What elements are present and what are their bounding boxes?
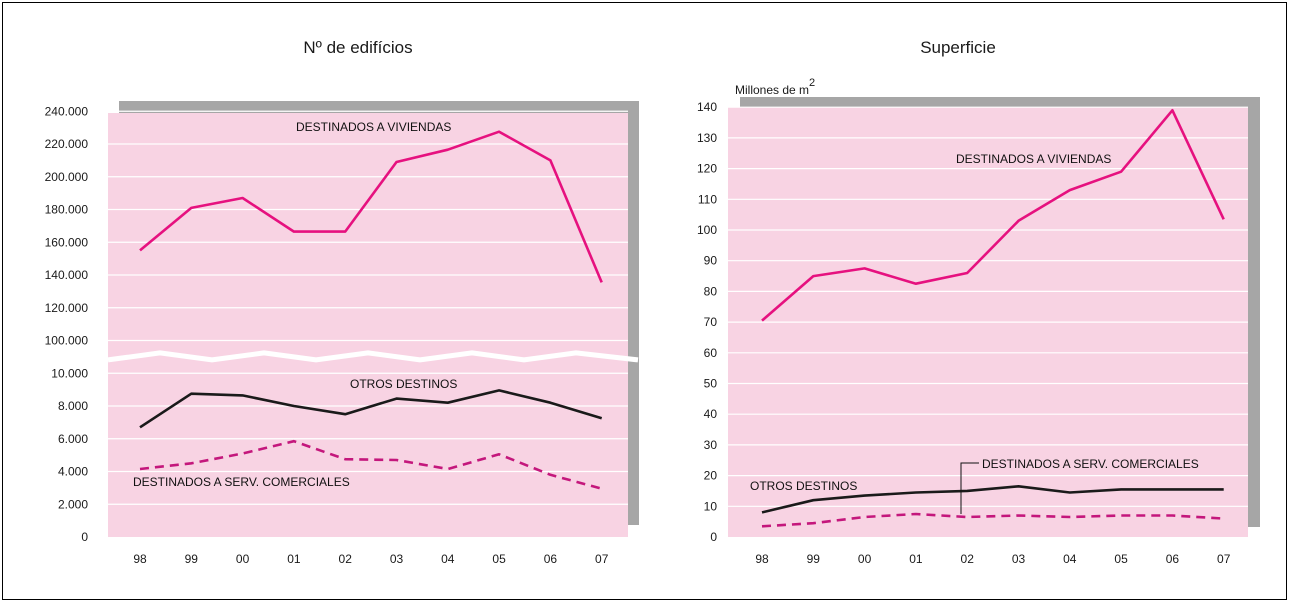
y-tick-label: 160.000 bbox=[45, 235, 89, 249]
y-tick-label: 80 bbox=[704, 284, 718, 298]
y-tick-label: 140 bbox=[697, 100, 717, 114]
series-label-comerciales: DESTINADOS A SERV. COMERCIALES bbox=[982, 457, 1199, 471]
y-tick-label: 10.000 bbox=[51, 366, 88, 380]
x-tick-label: 01 bbox=[909, 552, 923, 566]
y-tick-label: 90 bbox=[704, 254, 718, 268]
y-tick-label: 180.000 bbox=[45, 203, 89, 217]
y-tick-label: 50 bbox=[704, 377, 718, 391]
chart-superficie: Superficie Millones de m2 01020304050607… bbox=[697, 38, 1260, 566]
y-tick-label: 10 bbox=[704, 499, 718, 513]
series-label-otros: OTROS DESTINOS bbox=[350, 377, 457, 391]
chart-edificios: Nº de edifícios 0 2.000 4.000 6.000 8.000 10.… bbox=[45, 38, 639, 566]
y-tick-label: 120.000 bbox=[45, 301, 89, 315]
y-tick-label: 20 bbox=[704, 469, 718, 483]
y-tick-label: 130 bbox=[697, 131, 717, 145]
y-tick-label: 100.000 bbox=[45, 334, 89, 348]
x-tick-label: 98 bbox=[133, 552, 147, 566]
x-tick-label: 02 bbox=[339, 552, 353, 566]
x-tick-label: 99 bbox=[807, 552, 821, 566]
series-line bbox=[139, 439, 603, 490]
y-tick-label: 0 bbox=[81, 530, 88, 544]
series-line bbox=[761, 109, 1225, 322]
y-tick-label: 70 bbox=[704, 315, 718, 329]
x-tick-label: 99 bbox=[185, 552, 199, 566]
x-tick-label: 05 bbox=[492, 552, 506, 566]
x-tick-label: 04 bbox=[441, 552, 455, 566]
y-tick-label: 220.000 bbox=[45, 137, 89, 151]
x-tick-label: 02 bbox=[961, 552, 975, 566]
y-axis-label: Millones de m2 bbox=[735, 77, 815, 97]
x-tick-label: 07 bbox=[595, 552, 609, 566]
y-axis-label-superscript: 2 bbox=[809, 77, 815, 89]
series-line bbox=[139, 389, 603, 429]
x-tick-label: 98 bbox=[755, 552, 769, 566]
y-tick-label: 30 bbox=[704, 438, 718, 452]
series-label-comerciales: DESTINADOS A SERV. COMERCIALES bbox=[133, 475, 350, 489]
y-tick-label: 40 bbox=[704, 407, 718, 421]
y-tick-label: 110 bbox=[698, 192, 717, 206]
series-line bbox=[139, 130, 603, 283]
y-tick-label: 2.000 bbox=[58, 497, 88, 511]
series-label-viviendas: DESTINADOS A VIVIENDAS bbox=[296, 120, 451, 134]
x-tick-label: 07 bbox=[1217, 552, 1231, 566]
x-tick-label: 03 bbox=[1012, 552, 1026, 566]
y-tick-label: 200.000 bbox=[45, 170, 89, 184]
x-tick-label: 04 bbox=[1063, 552, 1077, 566]
y-tick-label: 120 bbox=[697, 162, 717, 176]
y-tick-label: 100 bbox=[697, 223, 717, 237]
series-line bbox=[761, 512, 1224, 528]
y-tick-label: 6.000 bbox=[58, 432, 88, 446]
axis-break-band bbox=[107, 350, 639, 363]
y-tick-label: 240.000 bbox=[45, 104, 89, 118]
y-axis-label-text: Millones de m bbox=[735, 83, 809, 97]
chart-title: Nº de edifícios bbox=[303, 38, 412, 57]
x-tick-label: 00 bbox=[858, 552, 872, 566]
chart-title: Superficie bbox=[920, 38, 996, 57]
y-tick-label: 60 bbox=[704, 346, 718, 360]
y-tick-label: 4.000 bbox=[58, 465, 88, 479]
series-line bbox=[761, 485, 1224, 514]
series-label-otros: OTROS DESTINOS bbox=[750, 479, 857, 493]
x-tick-label: 06 bbox=[1166, 552, 1180, 566]
leader-line bbox=[960, 462, 979, 514]
series-label-viviendas: DESTINADOS A VIVIENDAS bbox=[956, 152, 1111, 166]
x-tick-label: 05 bbox=[1114, 552, 1128, 566]
x-tick-label: 06 bbox=[544, 552, 558, 566]
x-tick-label: 03 bbox=[390, 552, 404, 566]
y-tick-label: 140.000 bbox=[45, 268, 89, 282]
x-tick-label: 01 bbox=[287, 552, 301, 566]
plot-area bbox=[108, 113, 628, 537]
y-tick-label: 8.000 bbox=[58, 399, 88, 413]
x-tick-label: 00 bbox=[236, 552, 250, 566]
y-tick-label: 0 bbox=[710, 530, 717, 544]
